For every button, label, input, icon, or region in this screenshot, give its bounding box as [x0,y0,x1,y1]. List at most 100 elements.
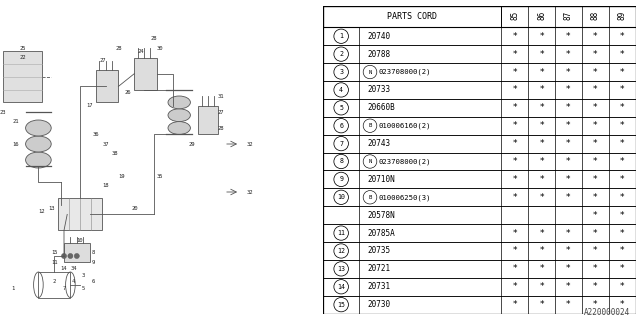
Text: 26: 26 [125,90,131,95]
Text: *: * [593,85,598,94]
Text: *: * [593,32,598,41]
Text: 87: 87 [564,11,573,20]
Text: 3: 3 [81,273,85,278]
Text: *: * [593,175,598,184]
Text: *: * [513,193,517,202]
Text: 5: 5 [81,285,85,291]
Text: *: * [620,157,625,166]
Bar [323,63,636,81]
Text: 38: 38 [112,151,118,156]
Bar [323,206,636,224]
Text: 29: 29 [189,141,195,147]
Bar [323,242,636,260]
Text: *: * [620,246,625,255]
Text: *: * [620,282,625,291]
Text: 22: 22 [19,55,26,60]
Text: *: * [566,121,571,130]
Text: 4: 4 [339,87,343,93]
Text: 6: 6 [91,279,95,284]
Text: *: * [566,157,571,166]
Text: *: * [566,282,571,291]
Bar [58,198,102,230]
Text: *: * [620,175,625,184]
Text: 89: 89 [618,11,627,20]
Text: 27: 27 [218,109,224,115]
Text: *: * [540,193,544,202]
Text: *: * [513,282,517,291]
Text: *: * [540,68,544,76]
Text: 32: 32 [246,141,253,147]
Bar [323,296,636,314]
Text: 023708000(2): 023708000(2) [378,158,431,165]
Text: *: * [620,193,625,202]
Bar [323,81,636,99]
Bar [323,117,636,135]
Text: *: * [593,228,598,237]
Text: *: * [566,175,571,184]
Text: *: * [593,68,598,76]
Text: 1: 1 [11,285,15,291]
Text: 15: 15 [51,250,58,255]
Text: *: * [593,50,598,59]
Text: *: * [540,103,544,112]
Text: *: * [566,300,571,309]
Text: 32: 32 [246,189,253,195]
Bar [323,45,636,63]
Text: 35: 35 [157,173,163,179]
Text: *: * [620,211,625,220]
Text: *: * [566,68,571,76]
Text: 11: 11 [337,230,345,236]
Text: 20740: 20740 [368,32,391,41]
Text: 10: 10 [337,194,345,200]
Text: *: * [566,246,571,255]
Bar [3,51,42,102]
Text: 010006250(3): 010006250(3) [378,194,431,201]
Text: 11: 11 [51,260,58,265]
Text: *: * [540,139,544,148]
Text: *: * [513,264,517,273]
Bar [198,106,218,134]
Text: 31: 31 [218,93,224,99]
Text: 20: 20 [131,205,138,211]
Ellipse shape [168,122,191,134]
Text: *: * [593,193,598,202]
Text: *: * [620,300,625,309]
Text: 15: 15 [337,302,345,308]
Text: *: * [513,103,517,112]
Bar [323,171,636,188]
Text: 20660B: 20660B [368,103,396,112]
Text: 3: 3 [339,69,343,75]
Bar [323,6,636,27]
Ellipse shape [168,109,191,122]
Text: 10: 10 [77,237,83,243]
Text: *: * [620,68,625,76]
Text: 23: 23 [0,109,6,115]
Text: *: * [566,139,571,148]
Text: *: * [540,264,544,273]
Text: *: * [566,193,571,202]
Text: 24: 24 [138,49,144,54]
Text: 20788: 20788 [368,50,391,59]
Text: 2: 2 [52,279,56,284]
Text: 1: 1 [339,33,343,39]
Bar [64,243,90,262]
Bar [323,260,636,278]
Text: 20710N: 20710N [368,175,396,184]
Text: *: * [593,246,598,255]
Text: 88: 88 [591,11,600,20]
Text: 2: 2 [339,51,343,57]
Text: 13: 13 [337,266,345,272]
Circle shape [68,253,73,259]
Text: *: * [620,50,625,59]
Text: *: * [513,246,517,255]
Text: *: * [513,68,517,76]
Ellipse shape [26,120,51,136]
Bar [323,153,636,171]
Text: *: * [593,139,598,148]
Text: 34: 34 [70,266,77,271]
Text: *: * [593,121,598,130]
Text: *: * [540,282,544,291]
Text: *: * [620,103,625,112]
Text: 17: 17 [86,103,93,108]
Text: *: * [566,85,571,94]
